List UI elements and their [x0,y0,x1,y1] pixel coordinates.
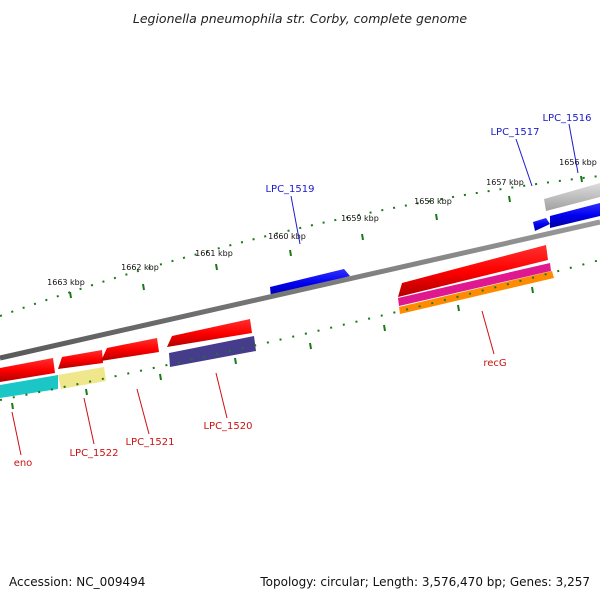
tick-label-1657: 1657 kbp [486,178,524,187]
label-lpc1517[interactable]: LPC_1517 [490,127,539,138]
tick-label-1656: 1656 kbp [559,158,597,167]
label-lpc1522[interactable]: LPC_1522 [69,448,118,459]
summary-text: Topology: circular; Length: 3,576,470 bp… [259,575,590,589]
tick-label-1662: 1662 kbp [121,263,159,272]
top-label-leaders [290,123,579,245]
tick-label-1660: 1660 kbp [268,232,306,241]
genome-backbone [0,219,600,361]
label-recg[interactable]: recG [483,358,506,369]
gene-lpc1521[interactable] [101,338,159,361]
gene-recg-red[interactable] [398,245,548,297]
label-lpc1519[interactable]: LPC_1519 [265,184,314,195]
tick-label-1663: 1663 kbp [47,278,85,287]
label-lpc1516[interactable]: LPC_1516 [542,113,591,124]
gene-recg-orange[interactable] [399,271,554,314]
gene-eno-cyan[interactable] [0,375,58,398]
outer-tick-track [0,175,600,317]
accession-text: Accession: NC_009494 [9,575,145,589]
gene-lpc1522-yellow[interactable] [58,367,106,389]
gene-lpc1516[interactable] [550,203,600,228]
outer-major-ticks [69,175,583,299]
gene-lpc1522-red[interactable] [58,350,103,369]
tick-label-1658: 1658 kbp [414,197,452,206]
reverse-genes [0,245,554,398]
gene-lpc1517[interactable] [533,218,550,231]
tick-label-1659: 1659 kbp [341,214,379,223]
label-eno[interactable]: eno [14,458,33,469]
tick-label-1661: 1661 kbp [195,249,233,258]
gene-grey-top[interactable] [544,183,600,211]
map-title: Legionella pneumophila str. Corby, compl… [133,11,468,26]
gene-eno[interactable] [0,358,55,382]
gene-lpc1520-red[interactable] [167,319,252,347]
label-lpc1520[interactable]: LPC_1520 [203,421,252,432]
inner-major-ticks [11,286,534,410]
label-lpc1521[interactable]: LPC_1521 [125,437,174,448]
gene-recg-magenta[interactable] [398,263,551,306]
bottom-label-leaders [11,310,495,456]
